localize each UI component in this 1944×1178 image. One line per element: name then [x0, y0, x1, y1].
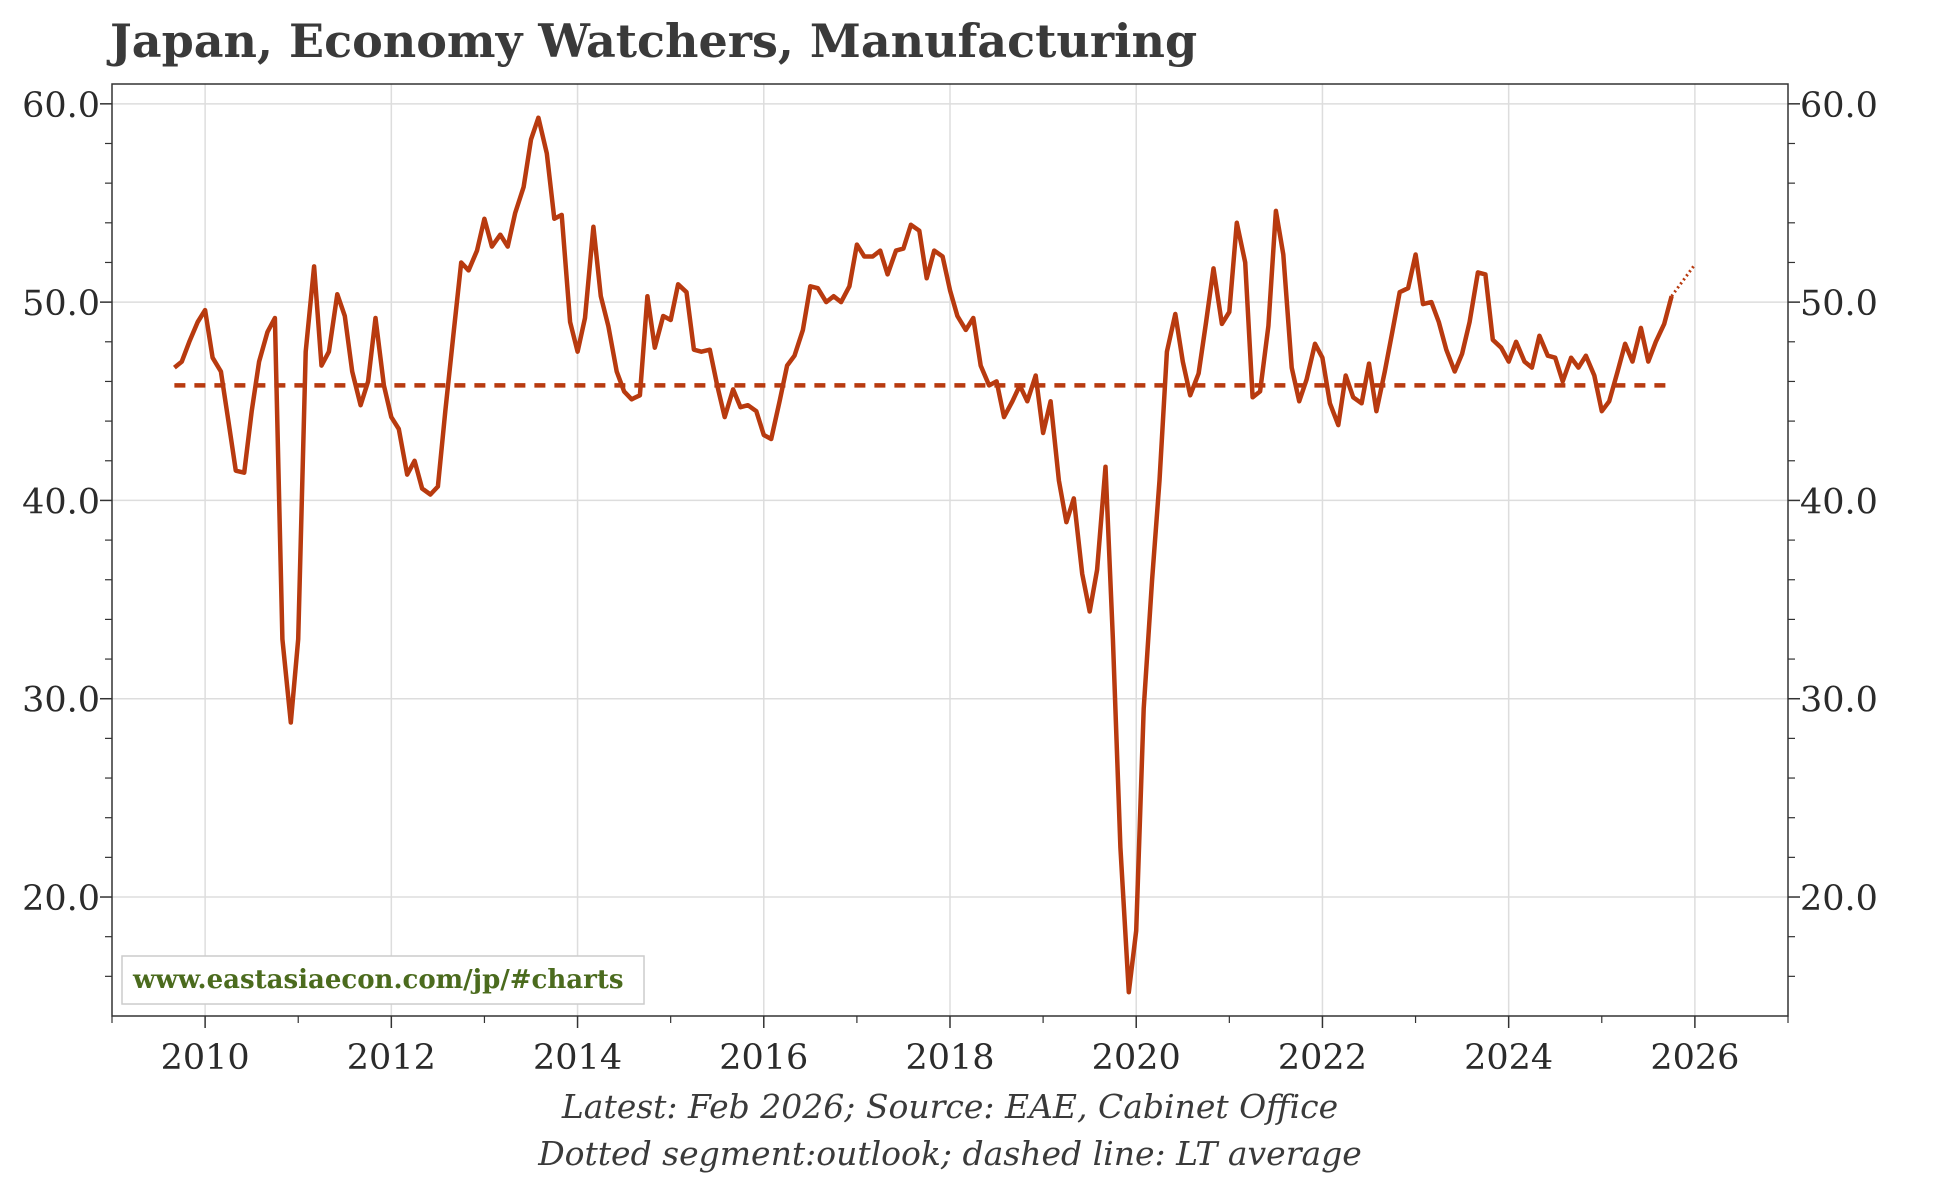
y-axis-right: 20.0 30.0 40.0 50.0 60.0 [1788, 86, 1878, 919]
watermark-text: www.eastasiaecon.com/jp/#charts [132, 965, 623, 995]
minor-ticks [105, 142, 1795, 1023]
x-tick-label: 2014 [533, 1038, 622, 1078]
x-tick-label: 2020 [1092, 1038, 1181, 1078]
y-tick-label-right: 50.0 [1800, 284, 1878, 324]
watermark-box: www.eastasiaecon.com/jp/#charts [121, 955, 645, 1005]
x-axis: 2010 2012 2014 2016 2018 2020 2022 2024 2026 [161, 1016, 1739, 1078]
y-axis-left: 20.0 30.0 40.0 50.0 60.0 [22, 86, 112, 919]
x-tick-label: 2026 [1650, 1038, 1739, 1078]
y-tick-label-left: 30.0 [22, 681, 100, 721]
grid-lines [112, 84, 1788, 1016]
watermark-frame [121, 955, 645, 1005]
x-tick-label: 2016 [719, 1038, 808, 1078]
chart-title: Japan, Economy Watchers, Manufacturing [106, 14, 1197, 68]
y-tick-label-left: 40.0 [22, 482, 100, 522]
y-tick-label-left: 20.0 [22, 879, 100, 919]
y-tick-label-right: 40.0 [1800, 482, 1878, 522]
y-tick-label-left: 50.0 [22, 284, 100, 324]
x-tick-label: 2024 [1464, 1038, 1553, 1078]
y-tick-label-left: 60.0 [22, 86, 100, 126]
series-line-manufacturing [172, 115, 1674, 995]
x-tick-label: 2012 [347, 1038, 436, 1078]
series-line-outlook [1670, 263, 1697, 298]
y-tick-label-right: 20.0 [1800, 879, 1878, 919]
x-tick-label: 2022 [1278, 1038, 1367, 1078]
y-tick-label-right: 60.0 [1800, 86, 1878, 126]
x-tick-label: 2010 [161, 1038, 250, 1078]
x-tick-label: 2018 [905, 1038, 994, 1078]
caption-legend-note: Dotted segment:outlook; dashed line: LT … [537, 1134, 1362, 1173]
y-tick-label-right: 30.0 [1800, 681, 1878, 721]
caption-source: Latest: Feb 2026; Source: EAE, Cabinet O… [561, 1087, 1338, 1126]
